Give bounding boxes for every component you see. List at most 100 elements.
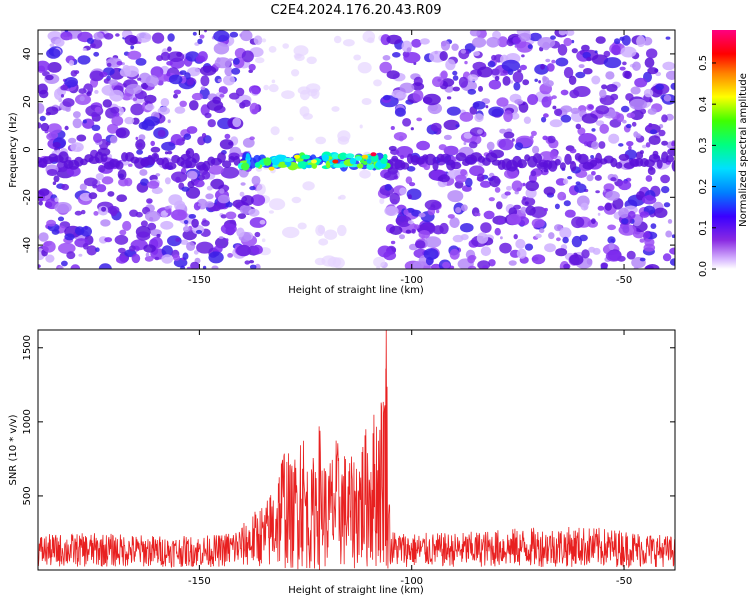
heatmap-cell bbox=[649, 129, 658, 135]
heatmap-cell bbox=[58, 242, 76, 254]
heatmap-cell bbox=[225, 238, 229, 242]
heatmap-cell bbox=[100, 153, 108, 162]
heatmap-cell bbox=[220, 166, 240, 179]
heatmap-cell bbox=[642, 195, 657, 205]
heatmap-cell bbox=[93, 211, 99, 216]
heatmap-cell bbox=[156, 233, 161, 238]
heatmap-cell bbox=[607, 224, 616, 231]
heatmap-cell bbox=[171, 209, 187, 221]
heatmap-cell bbox=[78, 88, 87, 94]
heatmap-cell bbox=[513, 234, 518, 240]
heatmap-cell bbox=[256, 183, 266, 196]
colorbar-tick-label: 0.2 bbox=[698, 179, 709, 195]
heatmap-cell bbox=[621, 35, 631, 46]
heatmap-cell bbox=[589, 159, 598, 167]
heatmap-cell bbox=[275, 154, 286, 163]
heatmap-cell bbox=[58, 98, 63, 103]
heatmap-cell bbox=[591, 75, 601, 85]
heatmap-cell bbox=[564, 209, 576, 218]
heatmap-cell bbox=[355, 156, 362, 161]
heatmap-cell bbox=[440, 40, 451, 51]
heatmap-cell bbox=[667, 147, 675, 156]
heatmap-cell bbox=[135, 58, 147, 66]
heatmap-cell bbox=[662, 61, 675, 71]
heatmap-cell bbox=[464, 60, 468, 65]
heatmap-cell bbox=[474, 212, 478, 216]
heatmap-cell bbox=[597, 212, 601, 216]
heatmap-cell bbox=[555, 248, 568, 257]
y-tick-label: 1500 bbox=[22, 335, 33, 360]
heatmap-cell bbox=[530, 135, 534, 139]
heatmap-cell bbox=[72, 118, 83, 129]
heatmap-cell bbox=[73, 111, 81, 119]
heatmap-cell bbox=[195, 55, 206, 63]
heatmap-cell bbox=[650, 223, 657, 230]
heatmap-cell bbox=[498, 138, 514, 151]
heatmap-cell bbox=[225, 201, 233, 208]
heatmap-cell bbox=[483, 210, 495, 220]
heatmap-cell bbox=[447, 190, 464, 203]
heatmap-cell bbox=[161, 254, 174, 264]
heatmap-cell bbox=[294, 53, 305, 62]
heatmap-cell bbox=[62, 98, 75, 107]
heatmap-cell bbox=[419, 38, 430, 45]
heatmap-cell bbox=[253, 35, 263, 45]
heatmap-cell bbox=[595, 36, 606, 44]
heatmap-cell bbox=[268, 46, 277, 53]
heatmap-cell bbox=[56, 149, 61, 154]
heatmap-cell bbox=[204, 30, 207, 33]
heatmap-cell bbox=[467, 255, 476, 264]
heatmap-cell bbox=[223, 75, 235, 86]
snr-x-axis-label: Height of straight line (km) bbox=[288, 585, 424, 596]
heatmap-cell bbox=[187, 67, 201, 77]
heatmap-cell bbox=[318, 238, 329, 246]
heatmap-cell bbox=[213, 42, 230, 55]
heatmap-cell bbox=[538, 80, 541, 84]
heatmap-cell bbox=[485, 105, 489, 109]
heatmap-cell bbox=[648, 135, 661, 146]
heatmap-cell bbox=[537, 37, 556, 49]
heatmap-cell bbox=[569, 148, 577, 154]
heatmap-cell bbox=[612, 198, 624, 210]
heatmap-cell bbox=[512, 36, 521, 45]
heatmap-cell bbox=[249, 136, 255, 141]
heatmap-cell bbox=[447, 214, 455, 219]
heatmap-cell bbox=[644, 57, 655, 68]
heatmap-cell bbox=[108, 79, 119, 86]
heatmap-cell bbox=[46, 48, 61, 59]
spectrogram-ticks: -150 -100 -50 -40 -20 0 20 40 bbox=[22, 30, 675, 286]
heatmap-cell bbox=[188, 214, 197, 219]
heatmap-cell bbox=[271, 79, 276, 84]
heatmap-cell bbox=[478, 85, 483, 92]
heatmap-cell bbox=[229, 92, 240, 100]
heatmap-cell bbox=[301, 154, 310, 160]
heatmap-cell bbox=[282, 226, 300, 239]
heatmap-cell bbox=[66, 251, 76, 260]
heatmap-cell bbox=[52, 181, 57, 185]
heatmap-cell bbox=[416, 117, 423, 122]
heatmap-cell bbox=[204, 201, 215, 208]
heatmap-cell bbox=[315, 136, 327, 145]
heatmap-cell bbox=[64, 77, 78, 88]
heatmap-cell bbox=[362, 30, 376, 43]
heatmap-cell bbox=[621, 105, 630, 113]
heatmap-cell bbox=[661, 186, 670, 194]
heatmap-cell bbox=[549, 119, 563, 128]
heatmap-cell bbox=[586, 56, 592, 62]
heatmap-cell bbox=[147, 180, 160, 189]
heatmap-cell bbox=[93, 51, 100, 57]
heatmap-cell bbox=[196, 241, 214, 254]
heatmap-cell bbox=[70, 142, 84, 153]
heatmap-cell bbox=[647, 67, 659, 75]
heatmap-cell bbox=[181, 186, 190, 192]
heatmap-cell bbox=[534, 78, 538, 83]
heatmap-cell bbox=[154, 256, 160, 261]
heatmap-cell bbox=[630, 86, 641, 95]
heatmap-cell bbox=[552, 105, 557, 110]
heatmap-cell bbox=[628, 145, 632, 151]
x-tick-label: -50 bbox=[616, 576, 632, 587]
heatmap-cell bbox=[379, 198, 385, 205]
heatmap-cell bbox=[186, 266, 192, 269]
heatmap-cell bbox=[38, 60, 50, 72]
heatmap-cell bbox=[227, 253, 234, 258]
